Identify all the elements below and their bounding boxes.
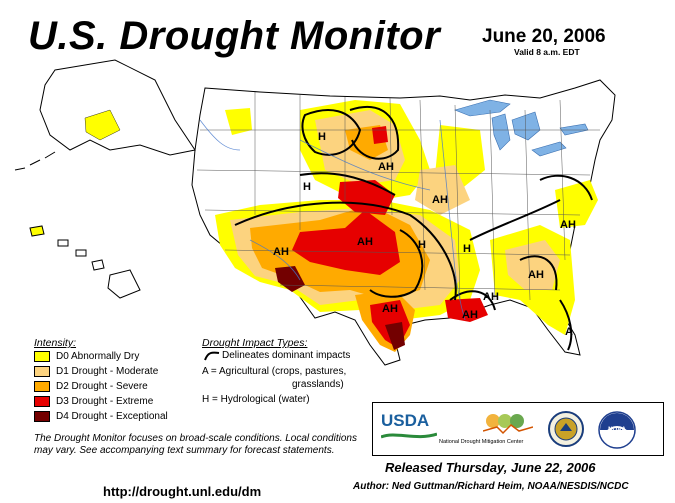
d0-swatch xyxy=(34,351,50,362)
noaa-logo-icon: NOAA xyxy=(598,411,636,449)
map-label: H xyxy=(303,181,311,193)
ndmc-logo-icon xyxy=(483,414,533,435)
impact-lines xyxy=(234,105,593,351)
legend-item-d1: D1 Drought - Moderate xyxy=(34,366,158,377)
rivers xyxy=(199,119,466,321)
legend-item-d3: D3 Drought - Extreme xyxy=(34,396,153,407)
map-label: AH xyxy=(432,194,448,206)
d4-texas xyxy=(385,322,405,350)
usda-swoosh-icon xyxy=(381,432,437,439)
map-label: H xyxy=(418,239,426,251)
map-label: AH xyxy=(483,291,499,303)
d1-swatch xyxy=(34,366,50,377)
impact-line-icon xyxy=(204,351,220,361)
legend-item-label: D0 Abnormally Dry xyxy=(56,351,140,363)
release-date: Released Thursday, June 22, 2006 xyxy=(385,460,596,475)
map-label: H xyxy=(318,131,326,143)
d2-swatch xyxy=(34,381,50,392)
legend-item-d2: D2 Drought - Severe xyxy=(34,381,148,392)
d0-northwest xyxy=(225,108,252,135)
hawaii xyxy=(29,225,141,299)
page-title: U.S. Drought Monitor xyxy=(28,14,441,58)
disclaimer-note: The Drought Monitor focuses on broad-sca… xyxy=(34,433,357,456)
map-label: AH xyxy=(462,309,478,321)
map-label: A xyxy=(565,326,573,338)
map-label: AH xyxy=(357,236,373,248)
agency-logos: USDA National Drought Mitigation Center … xyxy=(372,402,664,456)
alaska xyxy=(39,59,196,156)
alaska-islands xyxy=(14,151,56,171)
legend-item-d4: D4 Drought - Exceptional xyxy=(34,411,168,422)
author-credit: Author: Ned Guttman/Richard Heim, NOAA/N… xyxy=(353,481,629,492)
map-label: H xyxy=(463,243,471,255)
map-impact-labels: H AH H AH AH H AH H AH AH AH AH AH A xyxy=(273,131,576,338)
d1-iowa xyxy=(415,165,470,215)
impact-legend-title: Drought Impact Types: xyxy=(202,337,308,349)
d0-alaska xyxy=(84,109,121,141)
map-label: AH xyxy=(528,269,544,281)
d3-southern-plains xyxy=(292,210,400,275)
map-label: AH xyxy=(560,219,576,231)
d4-swatch xyxy=(34,411,50,422)
noaa-logo-text: NOAA xyxy=(608,427,626,433)
impact-agricultural: A = Agricultural (crops, pastures, xyxy=(202,366,347,377)
great-lakes xyxy=(454,99,589,157)
d3-louisiana xyxy=(445,298,488,322)
d1-southeast xyxy=(505,240,560,290)
map-label: AH xyxy=(378,161,394,173)
legend-item-label: D1 Drought - Moderate xyxy=(56,366,159,378)
legend-item-d0: D0 Abnormally Dry xyxy=(34,351,139,362)
legend-item-label: D3 Drought - Extreme xyxy=(56,396,154,408)
d3-swatch xyxy=(34,396,50,407)
intensity-legend-title: Intensity: xyxy=(34,337,77,349)
usda-logo: USDA xyxy=(381,411,430,430)
legend-item-label: D4 Drought - Exceptional xyxy=(56,411,168,423)
doc-seal-icon xyxy=(548,411,584,447)
legend-item-label: D2 Drought - Severe xyxy=(56,381,148,393)
map-label: AH xyxy=(273,246,289,258)
valid-time: Valid 8 a.m. EDT xyxy=(514,47,580,57)
impact-agricultural-cont: grasslands) xyxy=(292,379,344,390)
website-link[interactable]: http://drought.unl.edu/dm xyxy=(103,484,262,499)
impact-line-label: Delineates dominant impacts xyxy=(222,350,351,361)
ndmc-label: National Drought Mitigation Center xyxy=(439,439,524,445)
map-date: June 20, 2006 xyxy=(482,26,606,47)
d3-dakota-spot xyxy=(372,126,388,144)
map-label: AH xyxy=(382,303,398,315)
impact-hydrological: H = Hydrological (water) xyxy=(202,394,310,405)
